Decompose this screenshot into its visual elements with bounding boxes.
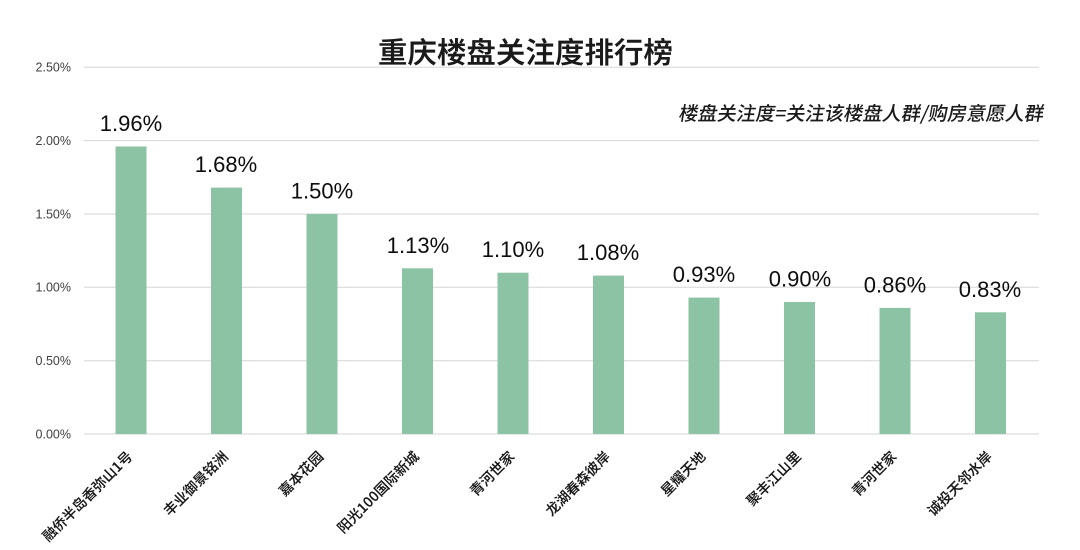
- svg-text:1.50%: 1.50%: [291, 179, 353, 204]
- svg-text:1.08%: 1.08%: [577, 240, 639, 265]
- svg-text:2.00%: 2.00%: [36, 134, 71, 148]
- svg-text:0.86%: 0.86%: [864, 272, 926, 297]
- svg-text:1.68%: 1.68%: [195, 152, 257, 177]
- svg-text:1.13%: 1.13%: [387, 233, 449, 258]
- svg-text:1.10%: 1.10%: [482, 237, 544, 262]
- svg-text:1.50%: 1.50%: [36, 207, 71, 221]
- svg-text:2.50%: 2.50%: [36, 61, 71, 75]
- svg-text:1.00%: 1.00%: [36, 281, 71, 295]
- svg-text:0.50%: 0.50%: [36, 354, 71, 368]
- svg-text:1.96%: 1.96%: [100, 111, 162, 136]
- svg-text:0.00%: 0.00%: [36, 427, 71, 441]
- svg-text:0.90%: 0.90%: [769, 267, 831, 292]
- svg-text:0.93%: 0.93%: [673, 262, 735, 287]
- svg-text:0.83%: 0.83%: [959, 277, 1021, 302]
